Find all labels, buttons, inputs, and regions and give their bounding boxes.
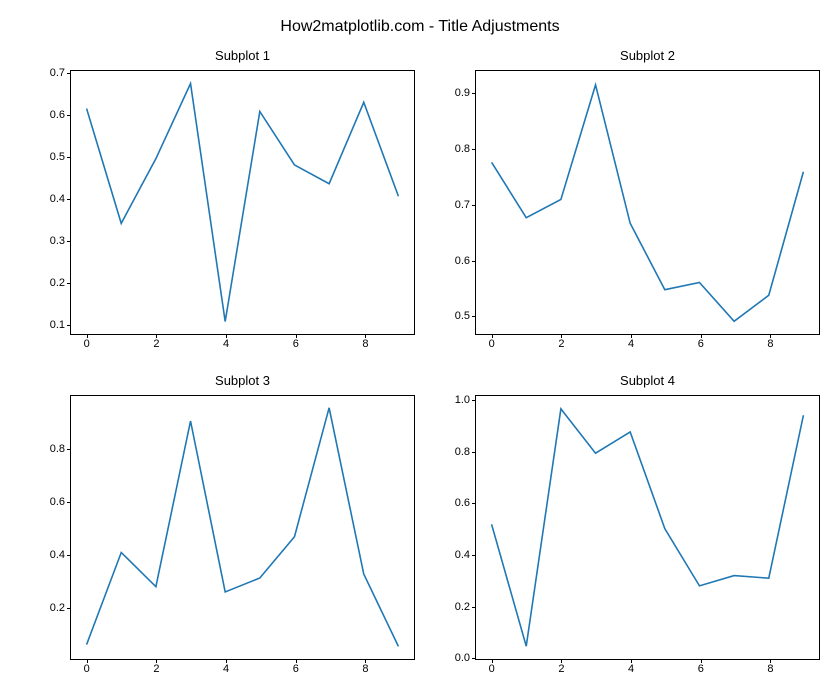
ytick-label: 0.5 — [455, 310, 470, 322]
xtick-label: 6 — [293, 338, 299, 350]
plot-area: 0.00.20.40.60.81.002468 — [475, 395, 820, 660]
xtick-label: 4 — [628, 663, 634, 675]
xtick-label: 6 — [698, 338, 704, 350]
xtick-label: 2 — [153, 663, 159, 675]
ytick-label: 0.8 — [50, 443, 65, 455]
subplot-title: Subplot 4 — [475, 373, 820, 388]
xtick-label: 8 — [767, 338, 773, 350]
subplot-2: Subplot 20.50.60.70.80.902468 — [475, 70, 820, 335]
ytick-label: 0.5 — [50, 151, 65, 163]
xtick-label: 0 — [489, 663, 495, 675]
xtick-label: 6 — [698, 663, 704, 675]
line-path — [492, 85, 804, 321]
ytick-label: 0.3 — [50, 235, 65, 247]
ytick-label: 0.4 — [50, 193, 65, 205]
xtick-label: 2 — [558, 663, 564, 675]
subplot-4: Subplot 40.00.20.40.60.81.002468 — [475, 395, 820, 660]
xtick-label: 0 — [84, 663, 90, 675]
ytick-label: 0.8 — [455, 143, 470, 155]
xtick-label: 8 — [362, 338, 368, 350]
plot-area: 0.10.20.30.40.50.60.702468 — [70, 70, 415, 335]
xtick-label: 0 — [489, 338, 495, 350]
figure-suptitle: How2matplotlib.com - Title Adjustments — [0, 18, 840, 36]
ytick-label: 0.1 — [50, 319, 65, 331]
xtick-label: 2 — [153, 338, 159, 350]
ytick-label: 1.0 — [455, 394, 470, 406]
xtick-label: 4 — [223, 338, 229, 350]
ytick-label: 0.8 — [455, 446, 470, 458]
line-path — [492, 409, 804, 646]
xtick-label: 0 — [84, 338, 90, 350]
ytick-label: 0.2 — [50, 277, 65, 289]
xtick-label: 2 — [558, 338, 564, 350]
xtick-label: 6 — [293, 663, 299, 675]
ytick-label: 0.6 — [455, 497, 470, 509]
subplot-1: Subplot 10.10.20.30.40.50.60.702468 — [70, 70, 415, 335]
xtick-label: 4 — [223, 663, 229, 675]
plot-area: 0.50.60.70.80.902468 — [475, 70, 820, 335]
ytick-label: 0.4 — [50, 549, 65, 561]
ytick-label: 0.7 — [455, 199, 470, 211]
subplot-title: Subplot 2 — [475, 48, 820, 63]
line-series — [476, 71, 819, 334]
ytick-label: 0.0 — [455, 652, 470, 664]
ytick-label: 0.9 — [455, 87, 470, 99]
ytick-label: 0.2 — [50, 602, 65, 614]
line-path — [87, 408, 399, 647]
line-series — [71, 396, 414, 659]
ytick-label: 0.6 — [455, 255, 470, 267]
ytick-label: 0.2 — [455, 601, 470, 613]
ytick-label: 0.4 — [455, 549, 470, 561]
subplot-title: Subplot 3 — [70, 373, 415, 388]
ytick-label: 0.6 — [50, 109, 65, 121]
ytick-label: 0.6 — [50, 496, 65, 508]
line-path — [87, 84, 399, 322]
xtick-label: 8 — [767, 663, 773, 675]
plot-area: 0.20.40.60.802468 — [70, 395, 415, 660]
subplot-3: Subplot 30.20.40.60.802468 — [70, 395, 415, 660]
line-series — [476, 396, 819, 659]
subplot-title: Subplot 1 — [70, 48, 415, 63]
xtick-label: 4 — [628, 338, 634, 350]
line-series — [71, 71, 414, 334]
ytick-label: 0.7 — [50, 67, 65, 79]
figure: How2matplotlib.com - Title Adjustments S… — [0, 0, 840, 700]
xtick-label: 8 — [362, 663, 368, 675]
